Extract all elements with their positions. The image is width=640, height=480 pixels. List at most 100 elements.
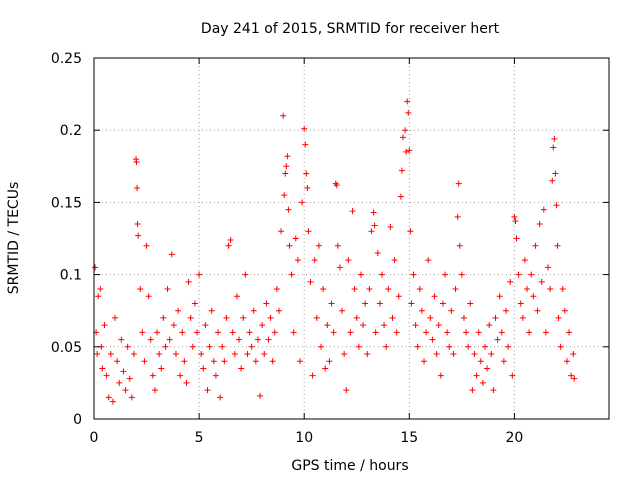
data-point bbox=[301, 125, 308, 132]
data-point bbox=[292, 235, 299, 242]
data-point bbox=[511, 213, 518, 220]
y-tick-label: 0.05 bbox=[51, 340, 82, 356]
data-point bbox=[151, 387, 158, 394]
data-point bbox=[505, 343, 512, 350]
data-point bbox=[219, 343, 226, 350]
data-point bbox=[500, 358, 507, 365]
data-point bbox=[191, 300, 198, 307]
data-point bbox=[571, 375, 578, 382]
data-point bbox=[410, 271, 417, 278]
data-point bbox=[551, 135, 558, 142]
data-point bbox=[263, 300, 270, 307]
data-point bbox=[283, 163, 290, 170]
data-point bbox=[561, 307, 568, 314]
data-point bbox=[284, 153, 291, 160]
data-point bbox=[492, 314, 499, 321]
data-point bbox=[559, 286, 566, 293]
data-point bbox=[414, 343, 421, 350]
data-point bbox=[143, 242, 150, 249]
data-point bbox=[563, 358, 570, 365]
data-point bbox=[407, 228, 414, 235]
data-point bbox=[280, 112, 287, 119]
data-point bbox=[423, 329, 430, 336]
data-point bbox=[324, 322, 331, 329]
data-point bbox=[162, 343, 169, 350]
data-point bbox=[418, 307, 425, 314]
data-point bbox=[269, 358, 276, 365]
data-point bbox=[475, 329, 482, 336]
data-point bbox=[345, 257, 352, 264]
data-point bbox=[94, 351, 101, 358]
data-point bbox=[526, 329, 533, 336]
data-point bbox=[355, 343, 362, 350]
y-tick-label: 0.15 bbox=[51, 195, 82, 211]
data-point bbox=[442, 271, 449, 278]
data-point bbox=[307, 278, 314, 285]
data-point bbox=[257, 392, 264, 399]
data-point bbox=[412, 322, 419, 329]
data-point bbox=[515, 271, 522, 278]
data-point bbox=[172, 351, 179, 358]
grid bbox=[94, 58, 609, 419]
data-point bbox=[557, 343, 564, 350]
data-point bbox=[421, 358, 428, 365]
data-point bbox=[135, 232, 142, 239]
data-point bbox=[187, 314, 194, 321]
data-point bbox=[376, 300, 383, 307]
data-point bbox=[212, 372, 219, 379]
data-point bbox=[389, 314, 396, 321]
data-point bbox=[290, 329, 297, 336]
data-point bbox=[530, 293, 537, 300]
data-point bbox=[320, 286, 327, 293]
data-point bbox=[139, 329, 146, 336]
data-point bbox=[107, 351, 114, 358]
data-point bbox=[134, 184, 141, 191]
data-point bbox=[446, 343, 453, 350]
data-point bbox=[339, 307, 346, 314]
data-point bbox=[309, 372, 316, 379]
data-points bbox=[92, 98, 578, 405]
data-point bbox=[471, 351, 478, 358]
data-point bbox=[285, 206, 292, 213]
x-axis-label: GPS time / hours bbox=[291, 458, 408, 474]
data-point bbox=[512, 218, 519, 225]
data-point bbox=[259, 322, 266, 329]
data-point bbox=[391, 257, 398, 264]
data-point bbox=[236, 336, 243, 343]
data-point bbox=[97, 286, 104, 293]
data-point bbox=[105, 394, 112, 401]
data-point bbox=[351, 286, 358, 293]
data-point bbox=[383, 343, 390, 350]
data-point bbox=[333, 182, 340, 189]
data-point bbox=[141, 358, 148, 365]
data-point bbox=[175, 307, 182, 314]
data-point bbox=[490, 387, 497, 394]
data-point bbox=[343, 387, 350, 394]
data-point bbox=[534, 307, 541, 314]
data-point bbox=[503, 307, 509, 314]
data-point bbox=[486, 322, 493, 329]
y-tick-label: 0.25 bbox=[51, 51, 82, 67]
data-point bbox=[554, 242, 561, 249]
data-point bbox=[231, 351, 238, 358]
data-point bbox=[387, 223, 394, 230]
data-point bbox=[454, 213, 461, 220]
data-point bbox=[286, 242, 293, 249]
data-point bbox=[540, 206, 547, 213]
data-point bbox=[273, 286, 280, 293]
data-point bbox=[566, 329, 573, 336]
x-tick-label: 10 bbox=[295, 430, 313, 446]
data-point bbox=[210, 358, 217, 365]
data-point bbox=[481, 343, 488, 350]
data-point bbox=[313, 314, 320, 321]
data-point bbox=[156, 351, 163, 358]
data-point bbox=[114, 358, 121, 365]
data-point bbox=[147, 336, 154, 343]
data-point bbox=[402, 127, 409, 134]
data-point bbox=[330, 329, 337, 336]
data-point bbox=[372, 329, 379, 336]
data-point bbox=[404, 98, 411, 105]
data-point bbox=[246, 329, 253, 336]
data-point bbox=[555, 314, 562, 321]
